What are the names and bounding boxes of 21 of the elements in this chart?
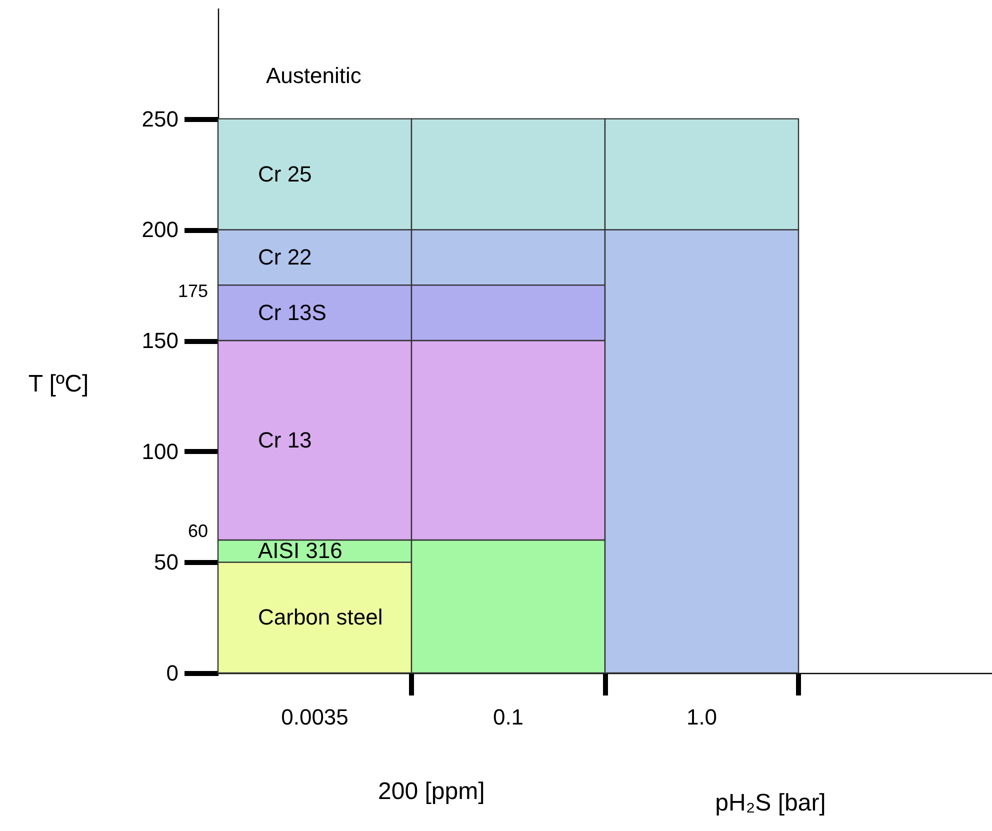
x-axis-title: pH₂S [bar]: [715, 790, 826, 816]
y-tick-label: 150: [142, 328, 178, 353]
series-label: AISI 316: [258, 538, 342, 564]
text: 175: [178, 281, 208, 301]
y-tick-label: 250: [142, 106, 178, 132]
text: 200 [ppm]: [378, 778, 485, 805]
series-label: Cr 13: [258, 427, 312, 452]
y-tick-label: 0: [166, 660, 178, 686]
x-tick-label: 0.0035: [281, 704, 348, 730]
series-label: Carbon steel: [258, 604, 383, 630]
y-tick-label: 50: [154, 550, 178, 575]
y-tick-label: 200: [142, 217, 178, 242]
series-label: Cr 25: [258, 161, 312, 186]
series-label: Cr 22: [258, 244, 312, 270]
y-axis-title: T [ºC]: [28, 370, 89, 398]
y-tick-label: 100: [142, 438, 178, 464]
series-label: Cr 13S: [258, 300, 326, 325]
annotation: Austenitic: [266, 63, 362, 88]
x-tick-label: 1.0: [686, 704, 718, 730]
text: 60: [188, 521, 208, 541]
x-tick-label: 0.1: [492, 704, 524, 730]
